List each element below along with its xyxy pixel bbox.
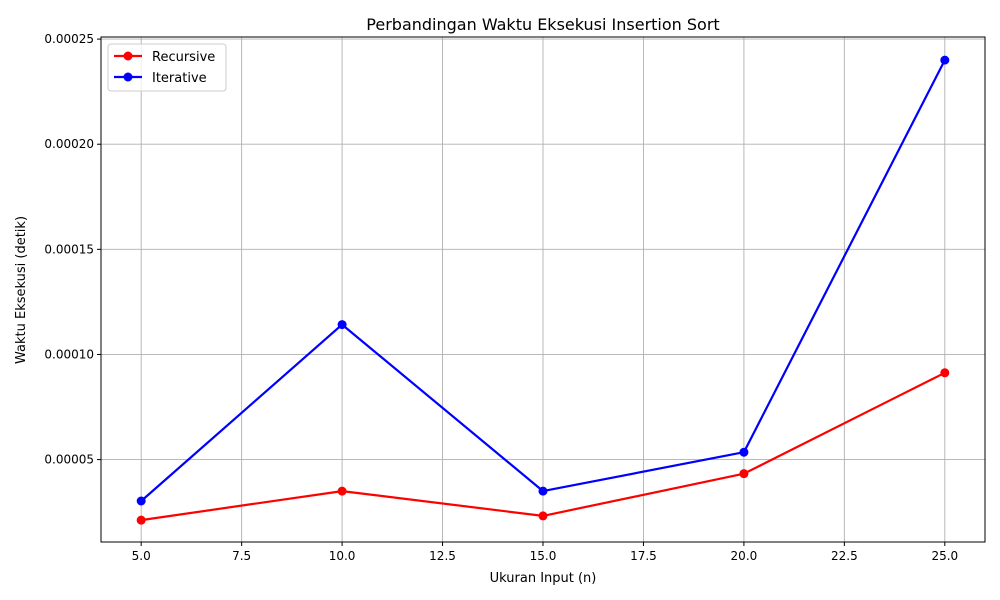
legend-label-iterative: Iterative <box>152 71 207 86</box>
y-tick-label: 0.00015 <box>44 242 94 256</box>
x-tick-label: 20.0 <box>731 549 758 563</box>
y-tick-label: 0.00010 <box>44 347 94 361</box>
legend-marker-recursive <box>123 51 133 61</box>
grid-lines <box>101 37 985 542</box>
chart-title: Perbandingan Waktu Eksekusi Insertion So… <box>366 15 719 34</box>
data-point-recursive <box>136 515 146 525</box>
data-point-iterative <box>337 320 347 330</box>
data-point-recursive <box>538 511 548 521</box>
x-axis-label: Ukuran Input (n) <box>490 571 597 586</box>
x-tick-label: 12.5 <box>429 549 456 563</box>
y-tick-label: 0.00020 <box>44 137 94 151</box>
data-point-iterative <box>136 496 146 506</box>
data-point-iterative <box>739 447 749 457</box>
x-tick-label: 7.5 <box>232 549 251 563</box>
legend-label-recursive: Recursive <box>152 50 215 65</box>
data-point-recursive <box>739 469 749 479</box>
x-tick-label: 22.5 <box>831 549 858 563</box>
legend: Recursive Iterative <box>107 43 227 92</box>
y-tick-label: 0.00025 <box>44 32 94 46</box>
x-tick-label: 15.0 <box>530 549 557 563</box>
legend-marker-iterative <box>123 72 133 82</box>
series-lines <box>136 55 950 525</box>
x-tick-label: 5.0 <box>132 549 151 563</box>
data-point-recursive <box>337 486 347 496</box>
x-tick-label: 10.0 <box>329 549 356 563</box>
x-tick-label: 17.5 <box>630 549 657 563</box>
y-tick-label: 0.00005 <box>44 453 94 467</box>
axis-ticks: 5.0 7.5 10.0 12.5 15.0 17.5 20.0 22.5 25.0 0.0000… <box>44 32 958 563</box>
data-point-iterative <box>940 55 950 65</box>
y-axis-label: Waktu Eksekusi (detik) <box>14 216 29 364</box>
data-point-iterative <box>538 486 548 496</box>
data-point-recursive <box>940 368 950 378</box>
x-tick-label: 25.0 <box>931 549 958 563</box>
